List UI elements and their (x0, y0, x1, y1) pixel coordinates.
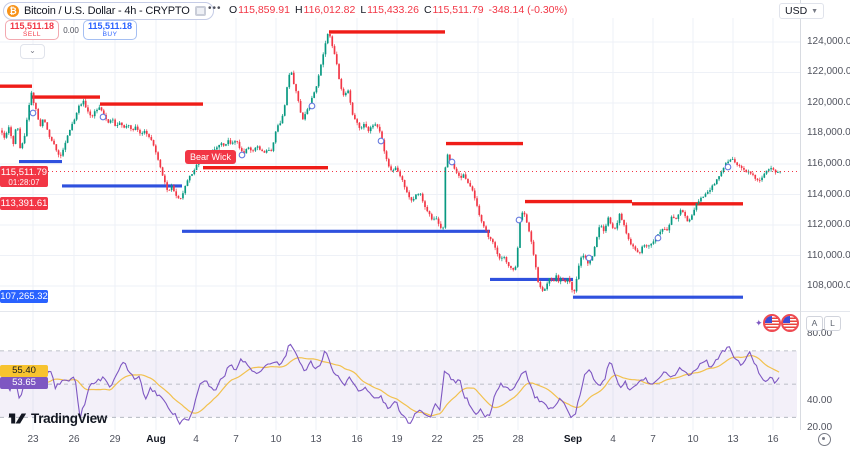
tradingview-logo-icon (9, 413, 27, 424)
sell-button[interactable]: 115,511.18 SELL (5, 20, 59, 40)
axis-settings-icon[interactable] (818, 433, 831, 446)
price-tick-label: 122,000.00 (807, 66, 850, 78)
drawing-anchor-icon[interactable] (654, 234, 662, 242)
drawing-anchor-icon[interactable] (238, 151, 246, 159)
buy-button[interactable]: 115,511.18 BUY (83, 20, 137, 40)
open-label: O (229, 4, 238, 16)
spread-value: 0.00 (59, 25, 83, 35)
drawing-anchor-icon[interactable] (99, 113, 107, 121)
time-tick-label: 16 (767, 434, 779, 445)
time-tick-label: 4 (193, 434, 199, 445)
time-tick-label: 7 (233, 434, 239, 445)
price-tick-label: 124,000.00 (807, 35, 850, 47)
sell-price: 115,511.18 (9, 20, 55, 31)
time-tick-label: 22 (431, 434, 443, 445)
more-options-button[interactable]: ••• (208, 3, 222, 14)
trade-panel: 115,511.18 SELL 0.00 115,511.18 BUY (5, 20, 137, 40)
collapse-trade-panel-button[interactable]: ⌄ (20, 44, 45, 59)
drawing-anchor-icon[interactable] (29, 109, 37, 117)
us-flag-sticker-icon[interactable] (781, 314, 799, 332)
rsi-tick-label: 20.00 (807, 422, 833, 433)
bitcoin-icon: ₿ (7, 5, 19, 17)
price-tick-label: 112,000.00 (807, 219, 850, 230)
time-tick-label: 13 (727, 434, 739, 445)
rsi-line (0, 343, 780, 426)
tradingview-logo-text: TradingView (31, 411, 107, 426)
time-tick-label: 13 (310, 434, 322, 445)
currency-selector[interactable]: USD ▼ (779, 3, 825, 19)
symbol-info-button[interactable]: ₿ Bitcoin / U.S. Dollar - 4h - CRYPTO (3, 2, 214, 20)
time-tick-label: 25 (472, 434, 484, 445)
buy-price: 115,511.18 (87, 20, 133, 31)
buy-label: BUY (102, 31, 118, 38)
high-value: 116,012.82 (303, 4, 356, 16)
drawing-anchor-icon[interactable] (724, 163, 732, 171)
anchor-points-layer (29, 102, 732, 262)
price-tick-label: 110,000.00 (807, 249, 850, 261)
drawing-anchor-icon[interactable] (308, 102, 316, 110)
price-tick-label: 114,000.00 (807, 188, 850, 200)
grid-layer (0, 18, 800, 430)
bear-wick-label[interactable]: Bear Wick (185, 150, 237, 164)
time-axis[interactable]: 23 26 29 Aug 4 7 10 13 16 19 22 25 28 Sep 4 7 10 13 16 (0, 430, 850, 452)
chart-style-icon[interactable] (194, 6, 206, 16)
time-tick-label: 10 (687, 434, 699, 445)
close-value: 115,511.79 (432, 4, 484, 16)
current-price-value: 115,511.79 (0, 166, 48, 178)
symbol-title: Bitcoin / U.S. Dollar - 4h - CRYPTO (24, 5, 190, 17)
rsi-ma-badge: 55.40 (0, 365, 48, 377)
time-tick-label: 19 (391, 434, 403, 445)
price-tick-label: 120,000.00 (807, 96, 850, 108)
ohlc-row: O115,859.91 H116,012.82 L115,433.26 C115,51… (229, 4, 567, 16)
candles-layer (1, 33, 781, 294)
change-value: -348.14 (-0.30%) (488, 4, 568, 16)
log-scale-button[interactable]: L (824, 316, 841, 331)
low-label: L (360, 4, 367, 16)
sparkle-icon: ✦ (755, 318, 763, 328)
rsi-tick-label: 40.00 (807, 394, 833, 406)
price-tick-label: 118,000.00 (807, 127, 850, 139)
time-tick-label: Aug (146, 434, 166, 445)
time-tick-label: 23 (27, 434, 39, 445)
price-axis[interactable]: 124,000.00 122,000.00 120,000.00 118,000.00… (801, 0, 850, 430)
time-tick-label: Sep (563, 434, 583, 445)
drawing-anchor-icon[interactable] (448, 158, 456, 166)
resistance-price-badge: 113,391.61 (0, 197, 48, 210)
rsi-tick-label: 80.00 (807, 328, 833, 340)
time-tick-label: 29 (109, 434, 121, 445)
current-price-badge: 115,511.79 01:28:07 (0, 166, 48, 187)
time-tick-label: 16 (351, 434, 363, 445)
support-price-badge: 107,265.32 (0, 290, 48, 303)
rays-layer (0, 30, 743, 299)
drawing-anchor-icon[interactable] (585, 254, 593, 262)
price-tick-label: 108,000.00 (807, 280, 850, 292)
time-tick-label: 28 (512, 434, 524, 445)
high-label: H (294, 4, 303, 16)
close-label: C (423, 4, 432, 16)
time-tick-label: 4 (610, 434, 616, 445)
drawing-anchor-icon[interactable] (515, 216, 523, 224)
drawing-anchor-icon[interactable] (377, 137, 385, 145)
us-flag-sticker-icon[interactable] (763, 314, 781, 332)
open-value: 115,859.91 (238, 4, 290, 16)
tradingview-logo[interactable]: TradingView (8, 411, 107, 426)
sell-label: SELL (23, 31, 41, 38)
low-value: 115,433.26 (367, 4, 419, 16)
bar-countdown: 01:28:07 (8, 177, 40, 187)
auto-scale-button[interactable]: A (806, 316, 823, 331)
time-tick-label: 10 (270, 434, 282, 445)
currency-label: USD (785, 5, 808, 17)
rsi-value-badge: 53.65 (0, 377, 48, 389)
time-tick-label: 26 (68, 434, 80, 445)
time-tick-label: 7 (650, 434, 656, 445)
rsi-band-layer (0, 350, 797, 418)
chevron-down-icon: ▼ (811, 7, 819, 15)
price-tick-label: 116,000.00 (807, 158, 850, 169)
